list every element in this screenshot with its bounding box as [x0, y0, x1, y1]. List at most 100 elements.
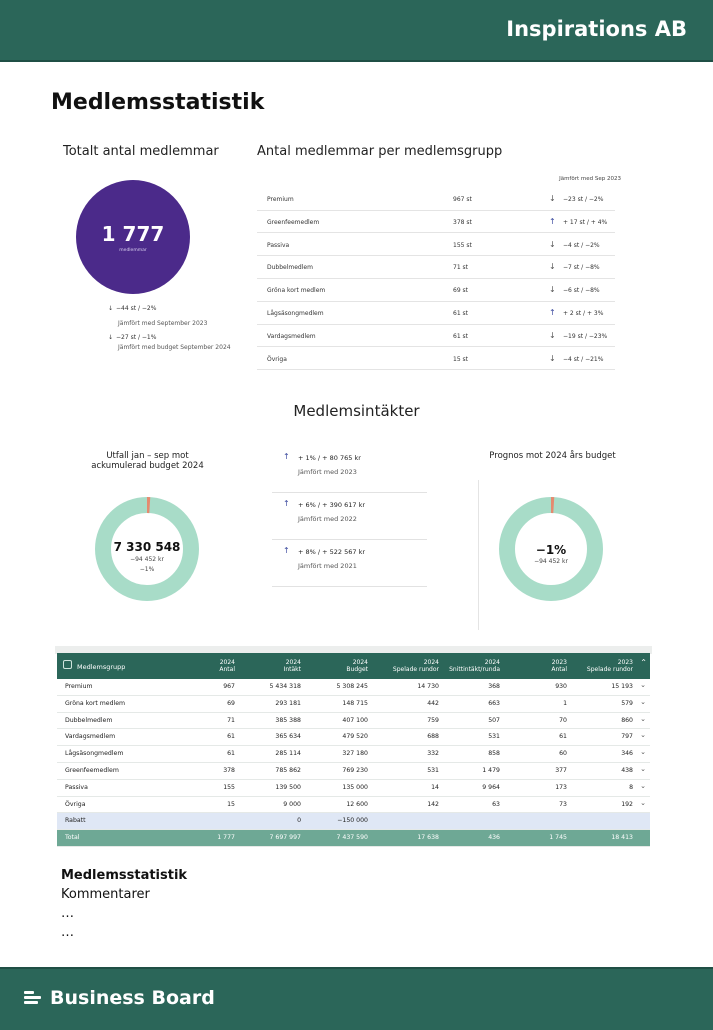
group-row: Gröna kort medlem 69 st ↓ −6 st / −8% [257, 279, 615, 302]
table-cell: 61 [227, 750, 235, 758]
arrow-down-icon: ↓ [549, 262, 556, 272]
column-label: Spelade rundor [392, 666, 439, 673]
table-row: Total 1 777 7 697 997 7 437 590 17 638 436 1 7… [57, 830, 650, 847]
table-cell: 7 697 997 [269, 834, 302, 842]
group-change: −4 st / −21% [563, 355, 604, 363]
table-cell: 73 [559, 800, 567, 808]
table-row[interactable]: Gröna kort medlem 69 293 181 148 715 442 663 1… [57, 696, 650, 713]
comments-line2: … [61, 925, 74, 940]
income-kpi: ↑ + 8% / + 522 567 kr Jämfört med 2021 [272, 540, 427, 587]
table-row[interactable]: Lågsäsongmedlem 61 285 114 327 180 332 858 60 3… [57, 746, 650, 763]
page-footer: Business Board [0, 967, 713, 1030]
table-cell: 7 437 590 [336, 834, 369, 842]
table-cell: 9 964 [482, 783, 500, 791]
table-row[interactable]: Vardagsmedlem 61 365 634 479 520 688 531 61 797… [57, 729, 650, 747]
arrow-down-icon: ↓ [549, 239, 556, 249]
table-cell: 5 434 318 [269, 683, 302, 690]
column-label: Budget [346, 666, 368, 673]
group-count: 155 st [453, 241, 472, 249]
chevron-down-icon[interactable]: ⌄ [640, 748, 646, 757]
table-cell: 63 [492, 800, 500, 808]
table-column-header: 2024 Snittintäkt/runda [449, 659, 500, 673]
table-row: Rabatt 0 −150 000 [57, 813, 650, 831]
chevron-down-icon[interactable]: ⌄ [640, 681, 646, 689]
table-row[interactable]: Passiva 155 139 500 135 000 14 9 964 173 8 ⌄ [57, 780, 650, 797]
table-cell: 70 [559, 716, 567, 724]
group-row: Övriga 15 st ↓ −4 st / −21% [257, 348, 615, 371]
table-row[interactable]: Dubbelmedlem 71 385 388 407 100 759 507 70 860 ⌄ [57, 713, 650, 730]
group-row: Premium 967 st ↓ −23 st / −2% [257, 188, 615, 211]
members-total: 1 777 [101, 222, 165, 246]
table-cell: 759 [427, 716, 439, 724]
members-cmp1: ↓ −44 st / −2% [108, 305, 156, 312]
table-column-header: 2024 Antal [219, 659, 235, 673]
chevron-down-icon[interactable]: ⌄ [640, 714, 646, 723]
table-row[interactable]: Övriga 15 9 000 12 600 142 63 73 192 ⌄ [57, 797, 650, 814]
table-cell: 8 [629, 783, 633, 791]
table-cell: 14 [431, 783, 439, 791]
kpi-label: Jämfört med 2021 [298, 562, 357, 570]
chevron-down-icon[interactable]: ⌄ [640, 765, 646, 773]
table-header-group: Medlemsgrupp [77, 663, 126, 671]
column-year: 2024 [285, 659, 301, 666]
page-header: Inspirations AB [0, 0, 713, 62]
income-left-value: 7 330 548 [113, 540, 181, 554]
group-change: −23 st / −2% [563, 196, 604, 203]
table-cell: 1 777 [217, 834, 235, 842]
row-name: Dubbelmedlem [65, 716, 113, 724]
table-cell: 785 862 [275, 767, 301, 774]
group-change: −7 st / −8% [563, 264, 600, 272]
arrow-up-icon: ↑ [549, 308, 556, 317]
group-count: 61 st [453, 310, 469, 317]
chevron-up-icon[interactable]: ⌃ [640, 658, 647, 667]
table-row[interactable]: Greenfeemedlem 378 785 862 769 230 531 1 479 3… [57, 763, 650, 780]
arrow-down-icon: ↓ [549, 194, 556, 203]
kpi-value: + 8% / + 522 567 kr [298, 548, 366, 556]
group-row: Dubbelmedlem 71 st ↓ −7 st / −8% [257, 256, 615, 279]
chevron-down-icon[interactable]: ⌄ [640, 798, 646, 807]
income-right-sub1: −94 452 kr [534, 558, 568, 565]
table-cell: 9 000 [283, 800, 301, 808]
group-count: 15 st [453, 355, 469, 363]
group-name: Vardagsmedlem [267, 332, 316, 340]
table-cell: 579 [621, 699, 633, 707]
table-column-header: 2023 Spelade rundor [587, 659, 633, 673]
table-cell: 378 [223, 767, 235, 774]
income-left-donut-chart [95, 497, 199, 601]
income-right-donut: −1% −94 452 kr [498, 496, 604, 602]
arrow-down-icon: ↓ [549, 330, 556, 340]
chevron-down-icon[interactable]: ⌄ [640, 731, 646, 740]
row-name: Lågsäsongmedlem [65, 750, 124, 758]
group-row: Passiva 155 st ↓ −4 st / −2% [257, 234, 615, 257]
table-cell: 142 [427, 800, 439, 808]
table-cell: 377 [555, 767, 567, 774]
income-kpi: ↑ + 6% / + 390 617 kr Jämfört med 2022 [272, 493, 427, 540]
income-right-label: Prognos mot 2024 års budget [489, 451, 616, 461]
table-icon [63, 660, 72, 669]
row-name: Greenfeemedlem [65, 767, 119, 774]
table-cell: 688 [427, 733, 439, 741]
table-shadow [55, 646, 652, 654]
group-name: Passiva [267, 241, 290, 249]
group-change: −19 st / −23% [563, 332, 608, 340]
divider [478, 480, 479, 630]
group-name: Dubbelmedlem [267, 264, 313, 272]
table-cell: 12 600 [346, 800, 368, 808]
comments-subtitle: Kommentarer [61, 887, 150, 902]
table-cell: 346 [621, 750, 633, 758]
table-cell: 0 [297, 817, 301, 825]
table-cell: 797 [621, 733, 633, 741]
table-cell: 293 181 [275, 699, 301, 707]
table-row[interactable]: Premium 967 5 434 318 5 308 245 14 730 368 930… [57, 679, 650, 696]
chevron-down-icon[interactable]: ⌄ [640, 697, 646, 706]
table-cell: 858 [488, 750, 500, 758]
column-year: 2023 [617, 659, 633, 666]
group-count: 378 st [453, 218, 472, 226]
kpi-value: + 6% / + 390 617 kr [298, 501, 366, 509]
income-left-label: Utfall jan – sep mot ackumulerad budget … [80, 451, 215, 471]
row-name: Vardagsmedlem [65, 733, 116, 741]
income-left-sub2: −1% [139, 566, 155, 573]
table-cell: 860 [621, 716, 633, 724]
table-cell: 18 413 [611, 834, 633, 842]
chevron-down-icon[interactable]: ⌄ [640, 781, 646, 790]
